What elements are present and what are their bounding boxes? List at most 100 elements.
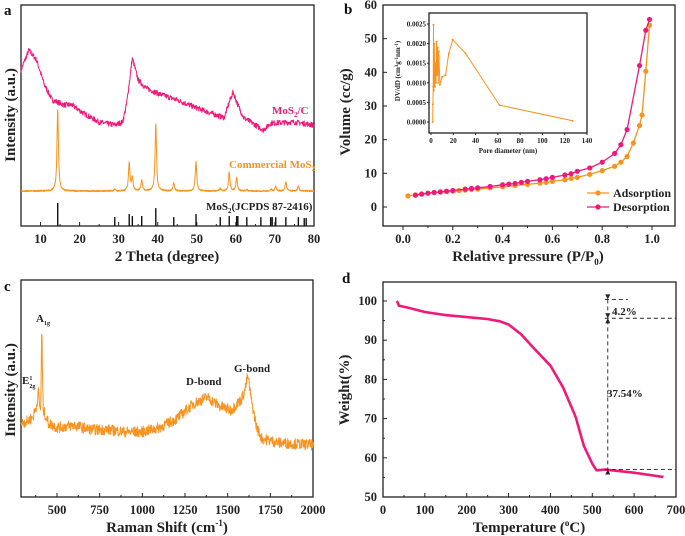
bet-point-desorption bbox=[643, 27, 649, 33]
bet-x-tick-6-label: 0.6 bbox=[545, 232, 561, 246]
bet-x-axis-label: Relative pressure (P/P0) bbox=[452, 249, 603, 267]
tga-x-tick-500-label: 500 bbox=[583, 503, 602, 517]
inset-y-tick-label: 0.0005 bbox=[407, 99, 427, 107]
bet-point-adsorption bbox=[549, 178, 556, 185]
raman-x-tick-750-label: 750 bbox=[90, 503, 109, 517]
bet-point-desorption bbox=[412, 192, 419, 198]
tga-y-tick-70-label: 70 bbox=[365, 412, 378, 426]
legend-adsorption: Adsorption bbox=[613, 186, 671, 200]
bet-y-tick-10-label: 10 bbox=[365, 166, 378, 180]
inset-point bbox=[431, 121, 434, 123]
inset-point bbox=[432, 85, 435, 88]
tga-arrowhead bbox=[605, 469, 611, 475]
tga-x-tick-700-label: 700 bbox=[667, 503, 685, 517]
raman-x-tick-1500-label: 1500 bbox=[215, 503, 240, 517]
bet-point-desorption bbox=[624, 126, 630, 133]
inset-point bbox=[433, 85, 436, 88]
bet-point-desorption bbox=[506, 181, 512, 187]
inset-point bbox=[444, 73, 447, 76]
tga-arrowhead bbox=[605, 313, 611, 319]
tga-x-axis-label: Temperature (oC) bbox=[473, 518, 585, 536]
annotation-weight-loss-2: 37.54% bbox=[607, 388, 643, 400]
xrd-x-tick-60-label: 60 bbox=[230, 232, 243, 246]
inset-point bbox=[451, 38, 454, 41]
bet-point-adsorption bbox=[643, 68, 649, 74]
bet-point-adsorption bbox=[618, 159, 624, 165]
panel-label-b: b bbox=[344, 2, 352, 18]
panel-label-a: a bbox=[4, 3, 12, 19]
inset-point bbox=[464, 52, 467, 55]
inset-point bbox=[432, 89, 435, 92]
tga-arrowhead bbox=[605, 318, 611, 324]
bet-x-tick-2-label: 0.2 bbox=[445, 232, 461, 246]
bet-point-desorption bbox=[437, 189, 443, 195]
bet-point-desorption bbox=[425, 190, 431, 196]
bet-point-desorption bbox=[431, 189, 437, 196]
tga-y-tick-60-label: 60 bbox=[365, 451, 378, 465]
tga-y-tick-90-label: 90 bbox=[365, 333, 378, 347]
inset-plot-frame bbox=[428, 12, 588, 134]
annotation-a1g: A1g bbox=[36, 313, 50, 327]
inset-x-tick-label: 20 bbox=[450, 137, 458, 145]
tga-arrowhead bbox=[605, 294, 611, 300]
inset-x-tick-label: 60 bbox=[494, 137, 502, 145]
inset-y-tick-label: 0.0015 bbox=[407, 60, 427, 68]
inset-point bbox=[437, 50, 440, 53]
inset-point bbox=[434, 62, 437, 65]
tga-line bbox=[395, 300, 665, 479]
bet-x-tick-0-label: 0.0 bbox=[395, 232, 411, 246]
bet-x-tick-8-label: 0.8 bbox=[594, 232, 610, 246]
bet-point-adsorption bbox=[405, 193, 411, 199]
raman-plot-frame bbox=[20, 279, 314, 498]
inset-line-pore-distribution bbox=[432, 24, 573, 123]
bet-point-desorption bbox=[562, 172, 568, 178]
bet-point-adsorption bbox=[574, 174, 580, 180]
tga-y-tick-100-label: 100 bbox=[358, 294, 377, 308]
bet-plot-frame bbox=[382, 4, 676, 227]
legend-marker-adsorption bbox=[595, 190, 601, 196]
inset-x-tick-label: 120 bbox=[559, 137, 570, 145]
inset-y-tick-label: 0.0000 bbox=[407, 119, 427, 127]
legend-marker-desorption bbox=[595, 204, 601, 210]
bet-point-desorption bbox=[587, 165, 593, 171]
inset-x-tick-label: 40 bbox=[472, 137, 480, 145]
tga-x-tick-600-label: 600 bbox=[625, 503, 644, 517]
inset-y-tick-label: 0.0025 bbox=[407, 21, 427, 29]
inset-y-axis-label: DV/dD (cm3g-1nm-1) bbox=[394, 40, 402, 101]
bet-point-adsorption bbox=[568, 175, 574, 181]
bet-x-tick-4-label: 0.4 bbox=[495, 232, 511, 246]
bet-point-adsorption bbox=[543, 179, 549, 186]
xrd-x-tick-40-label: 40 bbox=[151, 232, 164, 246]
xrd-line-commercial-mos2 bbox=[20, 109, 315, 193]
xrd-x-tick-20-label: 20 bbox=[73, 232, 86, 246]
bet-point-desorption bbox=[443, 188, 450, 194]
bet-point-adsorption bbox=[624, 153, 630, 160]
bet-point-desorption bbox=[450, 187, 456, 194]
inset-y-tick-label: 0.0010 bbox=[407, 79, 427, 87]
xrd-x-tick-80-label: 80 bbox=[308, 232, 321, 246]
raman-x-tick-1750-label: 1750 bbox=[258, 503, 283, 517]
tga-x-tick-400-label: 400 bbox=[541, 503, 560, 517]
tga-x-tick-200-label: 200 bbox=[457, 503, 476, 517]
bet-y-tick-30-label: 30 bbox=[365, 99, 378, 113]
inset-point bbox=[436, 46, 439, 49]
raman-x-tick-2000-label: 2000 bbox=[301, 503, 326, 517]
xrd-x-tick-50-label: 50 bbox=[191, 232, 204, 246]
inset-x-axis-label: Pore diameter (nm) bbox=[479, 147, 538, 155]
bet-point-desorption bbox=[599, 159, 605, 165]
xrd-x-tick-10-label: 10 bbox=[34, 232, 47, 246]
bet-point-desorption bbox=[419, 191, 425, 197]
inset-point bbox=[435, 40, 438, 43]
raman-y-axis-label: Intensity (a.u.) bbox=[3, 343, 19, 437]
xrd-x-tick-30-label: 30 bbox=[112, 232, 125, 246]
inset-point bbox=[441, 75, 444, 78]
bet-point-desorption bbox=[543, 176, 549, 182]
bet-point-adsorption bbox=[639, 112, 645, 118]
inset-point bbox=[436, 73, 439, 76]
inset-point bbox=[498, 104, 501, 107]
bet-point-desorption bbox=[462, 186, 468, 192]
inset-x-tick-label: 100 bbox=[537, 137, 548, 145]
bet-point-desorption bbox=[574, 168, 580, 174]
legend-desorption: Desorption bbox=[613, 200, 670, 214]
bet-point-adsorption bbox=[587, 171, 593, 177]
